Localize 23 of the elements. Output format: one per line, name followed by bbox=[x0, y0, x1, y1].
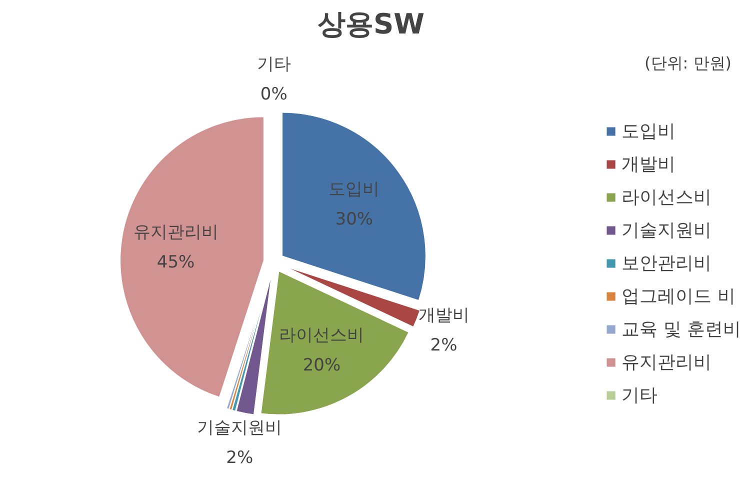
legend-label: 개발비 bbox=[622, 153, 676, 176]
legend-label: 라이선스비 bbox=[622, 186, 712, 209]
text: 0% bbox=[260, 84, 288, 105]
slice-label: 도입비 bbox=[328, 180, 380, 200]
data-label: 30% bbox=[335, 210, 374, 230]
legend-label: 유지관리비 bbox=[622, 351, 712, 374]
slice-label: 유지관리비 bbox=[133, 222, 218, 242]
category-label: 기타 bbox=[256, 54, 291, 75]
chart-title: 상용SW bbox=[317, 8, 425, 40]
legend-label: 업그레이드 비 bbox=[622, 285, 736, 308]
legend-label: 기술지원비 bbox=[622, 219, 712, 242]
slice-label: 개발비 bbox=[418, 306, 470, 326]
data-label: 20% bbox=[302, 355, 341, 376]
legend-label: 교육 및 훈련비 bbox=[622, 318, 741, 341]
slice-label: 라이선스비 bbox=[279, 325, 364, 346]
text: (단위: 만원) bbox=[644, 54, 732, 72]
legend-label: 도입비 bbox=[622, 120, 676, 143]
data-label: 45% bbox=[156, 252, 195, 272]
data-label: 2% bbox=[430, 336, 458, 356]
data-label: 2% bbox=[226, 448, 254, 468]
slice-label: 기술지원비 bbox=[197, 418, 282, 438]
legend-label: 보안관리비 bbox=[622, 252, 712, 275]
legend-label: 기타 bbox=[622, 384, 658, 407]
